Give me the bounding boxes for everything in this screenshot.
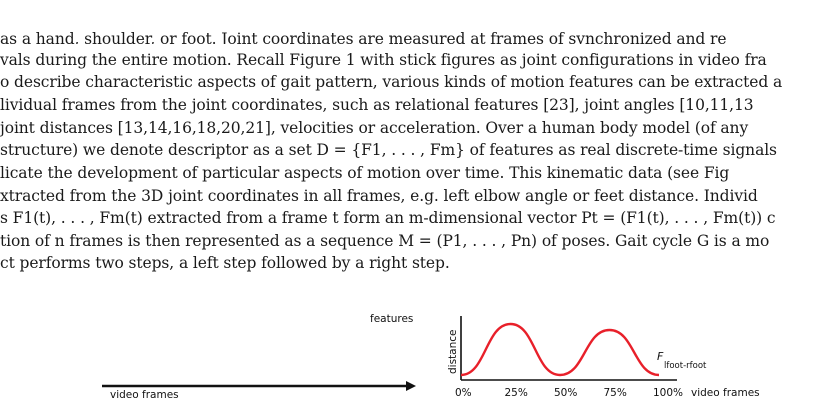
y-axis-label: distance [447, 330, 459, 375]
text-line: tion of n frames is then represented as … [0, 232, 770, 250]
x-tick-label: 25% [505, 387, 528, 399]
text-line: s F1(t), . . . , Fm(t) extracted from a … [0, 209, 776, 227]
text-line: xtracted from the 3D joint coordinates i… [0, 187, 758, 205]
features-label: features [370, 313, 413, 325]
text-line: ct performs two steps, a left step follo… [0, 254, 450, 272]
x-tick-label: 75% [604, 387, 627, 399]
text-line: joint distances [13,14,16,18,20,21], vel… [0, 119, 749, 137]
x-axis-label: video frames [691, 387, 760, 399]
x-tick-label: 50% [554, 387, 577, 399]
x-tick-label: 0% [455, 387, 472, 399]
x-axis-label: video frames [110, 389, 179, 401]
series-line [460, 322, 660, 377]
text-line: licate the development of particular asp… [0, 164, 730, 182]
distance-chart: distance 0% 25% 50% 75% 100% video frames F … [447, 312, 765, 404]
text-line: o describe characteristic aspects of gai… [0, 73, 783, 91]
text-line: structure) we denote descriptor as a set… [0, 141, 777, 159]
series-sub-label: lfoot-rfoot [664, 361, 707, 371]
text-line: vals during the entire motion. Recall Fi… [0, 51, 767, 69]
features-figure: features video frames [100, 312, 418, 404]
text-line: lividual frames from the joint coordinat… [0, 96, 754, 114]
text-line: as a hand, shoulder, or foot. Joint coor… [0, 30, 727, 44]
series-label: F [657, 350, 664, 363]
x-tick-label: 100% [653, 387, 683, 399]
